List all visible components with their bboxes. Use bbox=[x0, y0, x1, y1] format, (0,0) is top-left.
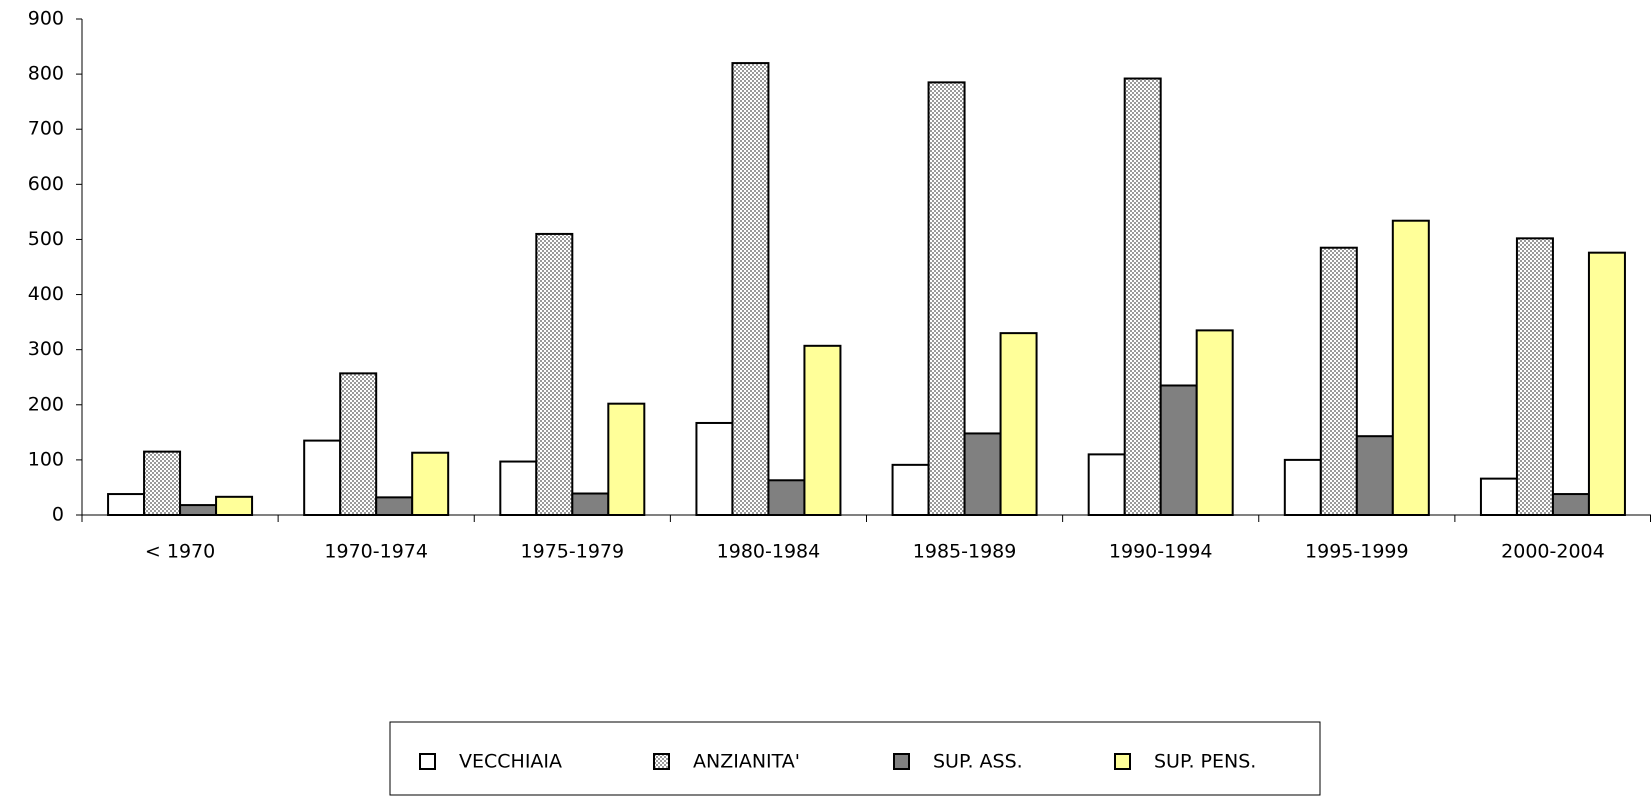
bar bbox=[695, 421, 734, 516]
bar bbox=[891, 463, 930, 516]
bar bbox=[999, 332, 1038, 516]
bar bbox=[1479, 477, 1518, 517]
bar bbox=[375, 496, 414, 516]
y-tick-label: 900 bbox=[28, 8, 64, 30]
legend-label: SUP. ASS. bbox=[933, 751, 1023, 773]
y-tick-label: 600 bbox=[28, 173, 64, 195]
y-tick-label: 200 bbox=[28, 393, 64, 415]
bar bbox=[1587, 251, 1626, 516]
bar bbox=[143, 450, 182, 516]
bar bbox=[1355, 435, 1394, 516]
bar bbox=[1087, 453, 1126, 516]
x-tick-label: 1980-1984 bbox=[717, 541, 821, 563]
legend-swatch bbox=[893, 753, 910, 770]
bar bbox=[963, 432, 1002, 516]
legend-box bbox=[389, 721, 1321, 796]
bar bbox=[1283, 458, 1322, 516]
bar bbox=[1319, 246, 1358, 516]
x-tick-label: < 1970 bbox=[145, 541, 215, 563]
bar bbox=[499, 460, 538, 517]
y-tick-label: 500 bbox=[28, 228, 64, 250]
legend-label: VECCHIAIA bbox=[459, 751, 562, 773]
bar bbox=[107, 493, 146, 516]
bar bbox=[1123, 77, 1162, 517]
bar bbox=[411, 451, 450, 517]
legend-swatch bbox=[419, 753, 436, 770]
legend-label: SUP. PENS. bbox=[1154, 751, 1256, 773]
y-tick-label: 700 bbox=[28, 118, 64, 140]
bar bbox=[607, 402, 646, 517]
bar bbox=[1551, 493, 1590, 516]
y-tick-label: 400 bbox=[28, 283, 64, 305]
x-tick-label: 2000-2004 bbox=[1501, 541, 1605, 563]
bar bbox=[1159, 384, 1198, 516]
bar bbox=[179, 504, 218, 516]
bar bbox=[1515, 237, 1554, 516]
legend-label: ANZIANITA' bbox=[693, 751, 800, 773]
x-tick-label: 1990-1994 bbox=[1109, 541, 1213, 563]
x-tick-label: 1970-1974 bbox=[324, 541, 428, 563]
bar bbox=[571, 492, 610, 516]
bar bbox=[731, 62, 770, 516]
bar bbox=[1195, 329, 1234, 516]
bar bbox=[927, 81, 966, 516]
x-tick-label: 1995-1999 bbox=[1305, 541, 1409, 563]
legend-swatch bbox=[653, 753, 670, 770]
legend-swatch bbox=[1114, 753, 1131, 770]
x-tick-label: 1975-1979 bbox=[521, 541, 625, 563]
bar bbox=[215, 495, 254, 516]
x-tick-label: 1985-1989 bbox=[913, 541, 1017, 563]
bar bbox=[767, 479, 806, 516]
y-tick-label: 100 bbox=[28, 448, 64, 470]
y-tick-label: 300 bbox=[28, 338, 64, 360]
bar bbox=[1391, 219, 1430, 516]
y-tick-label: 800 bbox=[28, 63, 64, 85]
bar bbox=[803, 344, 842, 517]
bar bbox=[303, 439, 342, 517]
bar bbox=[339, 372, 378, 516]
y-tick-label: 0 bbox=[52, 504, 64, 526]
bar bbox=[535, 232, 574, 517]
